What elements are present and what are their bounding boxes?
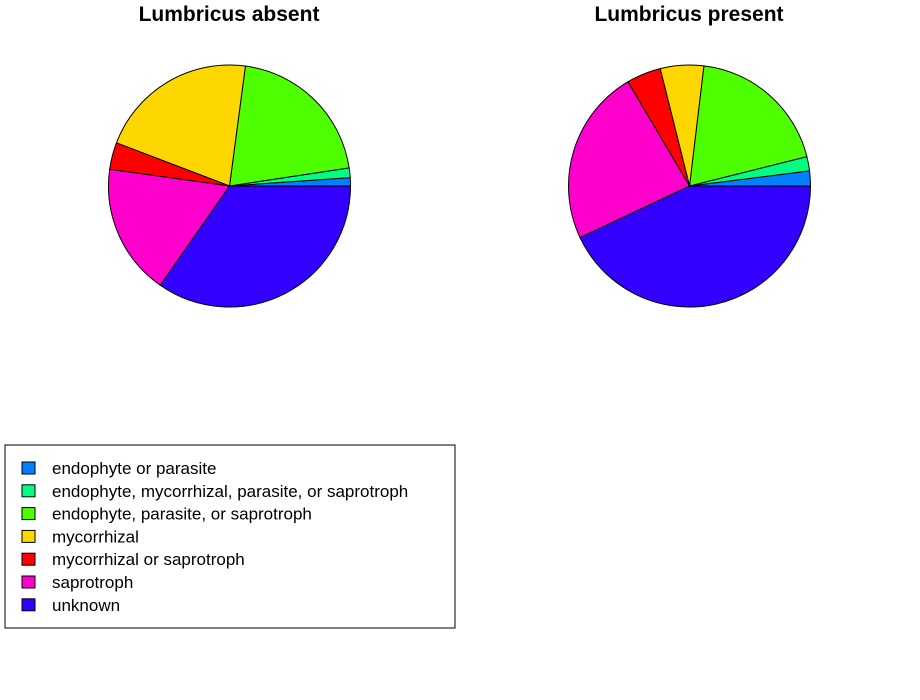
legend-label: mycorrhizal or saprotroph — [52, 550, 245, 569]
legend-swatch — [21, 507, 36, 521]
legend-label: endophyte or parasite — [52, 459, 216, 478]
pie-lumbricus-present — [568, 64, 812, 308]
legend-label: mycorrhizal — [52, 527, 139, 546]
pie-slice-unknown — [579, 185, 812, 308]
pie-slice-mycorrhizal — [115, 64, 246, 187]
pie-slice-saprotroph — [108, 168, 231, 286]
legend-swatch — [21, 484, 36, 498]
pie-slice-unknown — [159, 185, 352, 308]
pie-slice-endophyte-parasite-or-saprotroph — [688, 65, 808, 187]
legend-swatch — [21, 575, 36, 589]
pie-slice-endophyte-parasite-or-saprotroph — [228, 65, 350, 187]
legend-swatch — [21, 529, 36, 543]
legend-label: endophyte, parasite, or saprotroph — [52, 505, 312, 524]
pie-title-lumbricus-absent: Lumbricus absent — [139, 3, 320, 26]
legend-box — [4, 444, 456, 629]
legend: endophyte or parasite endophyte, mycorrhi… — [4, 444, 456, 629]
legend-swatch — [21, 461, 36, 475]
legend-label: saprotroph — [52, 573, 133, 592]
legend-label: endophyte, mycorrhizal, parasite, or sap… — [52, 482, 408, 501]
legend-swatch — [21, 598, 36, 612]
legend-label: unknown — [52, 596, 120, 615]
pie-title-lumbricus-present: Lumbricus present — [594, 3, 783, 26]
legend-swatch — [21, 552, 36, 566]
pie-slice-saprotroph — [568, 81, 691, 239]
pie-lumbricus-absent — [108, 64, 352, 308]
